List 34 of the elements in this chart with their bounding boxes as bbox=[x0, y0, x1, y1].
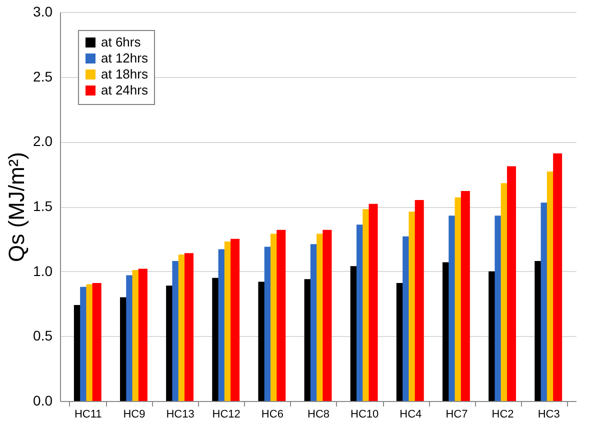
bar bbox=[553, 153, 562, 401]
bar bbox=[507, 166, 516, 401]
y-tick-label: 1.0 bbox=[33, 262, 53, 279]
y-tick-label: 3.0 bbox=[33, 4, 53, 20]
y-tick-label: 2.5 bbox=[33, 68, 53, 84]
legend-label: at 6hrs bbox=[101, 34, 142, 50]
y-tick-label: 1.5 bbox=[33, 198, 53, 214]
x-tick-label: HC10 bbox=[350, 408, 379, 420]
bar bbox=[460, 190, 470, 401]
bar bbox=[138, 268, 148, 401]
x-tick-label: HC9 bbox=[123, 408, 146, 420]
y-tick-label: 0.0 bbox=[33, 392, 53, 408]
bar bbox=[414, 200, 424, 401]
bar bbox=[368, 204, 378, 401]
x-tick-label: HC4 bbox=[400, 408, 422, 420]
bar bbox=[184, 253, 194, 401]
x-tick-label: HC12 bbox=[212, 408, 240, 420]
x-tick-label: HC2 bbox=[492, 408, 514, 420]
bar bbox=[230, 238, 240, 401]
y-axis-title: Qs (MJ/m²) bbox=[4, 152, 30, 262]
legend-label: at 12hrs bbox=[101, 50, 148, 66]
x-tick-label: HC13 bbox=[166, 408, 194, 420]
legend-label: at 24hrs bbox=[101, 82, 148, 98]
x-tick-label: HC7 bbox=[446, 408, 468, 420]
y-tick-label: 0.5 bbox=[33, 328, 53, 344]
legend-label: at 18hrs bbox=[101, 66, 148, 82]
x-tick-label: HC6 bbox=[261, 408, 284, 420]
x-tick-label: HC3 bbox=[538, 408, 560, 420]
x-tick-label: HC8 bbox=[307, 408, 330, 420]
y-tick-label: 2.0 bbox=[33, 133, 53, 150]
bar bbox=[322, 230, 332, 401]
bar bbox=[92, 283, 102, 401]
x-tick-label: HC11 bbox=[74, 408, 102, 420]
bar bbox=[276, 230, 286, 401]
